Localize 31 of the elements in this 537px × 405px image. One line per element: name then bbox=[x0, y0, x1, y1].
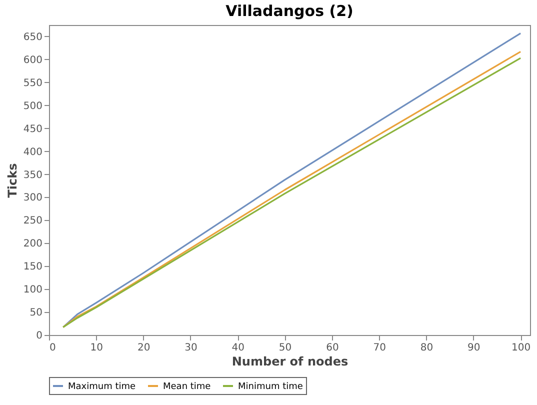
x-tick-label: 70 bbox=[373, 342, 386, 354]
y-tick-label: 650 bbox=[23, 32, 42, 43]
x-axis-title: Number of nodes bbox=[232, 354, 348, 368]
x-tick-label: 60 bbox=[326, 342, 339, 354]
legend-label: Mean time bbox=[163, 382, 212, 392]
x-tick-label: 100 bbox=[512, 342, 531, 354]
x-tick-label: 0 bbox=[50, 342, 56, 354]
x-tick-label: 20 bbox=[137, 342, 150, 354]
y-tick-label: 550 bbox=[23, 78, 42, 89]
y-tick-label: 500 bbox=[23, 100, 42, 112]
y-tick-label: 350 bbox=[23, 170, 42, 181]
y-tick-label: 450 bbox=[23, 124, 42, 135]
y-tick-label: 400 bbox=[23, 146, 42, 158]
x-tick-label: 40 bbox=[232, 342, 244, 354]
chart-title: Villadangos (2) bbox=[226, 2, 354, 20]
legend-label: Minimum time bbox=[238, 382, 304, 392]
y-tick-label: 200 bbox=[23, 238, 42, 250]
y-tick-label: 0 bbox=[36, 330, 42, 342]
x-tick-label: 10 bbox=[90, 342, 104, 354]
x-tick-label: 30 bbox=[184, 342, 198, 354]
y-axis-title: Ticks bbox=[5, 163, 20, 198]
y-tick-label: 250 bbox=[23, 216, 42, 227]
x-tick-label: 50 bbox=[278, 342, 292, 354]
y-tick-label: 300 bbox=[23, 192, 42, 204]
x-tick-label: 90 bbox=[468, 342, 480, 354]
y-tick-label: 100 bbox=[23, 284, 42, 296]
y-tick-label: 150 bbox=[23, 262, 42, 273]
legend-label: Maximum time bbox=[68, 382, 136, 392]
y-tick-label: 50 bbox=[30, 308, 42, 319]
x-tick-label: 80 bbox=[420, 342, 434, 354]
y-tick-label: 600 bbox=[23, 54, 42, 66]
